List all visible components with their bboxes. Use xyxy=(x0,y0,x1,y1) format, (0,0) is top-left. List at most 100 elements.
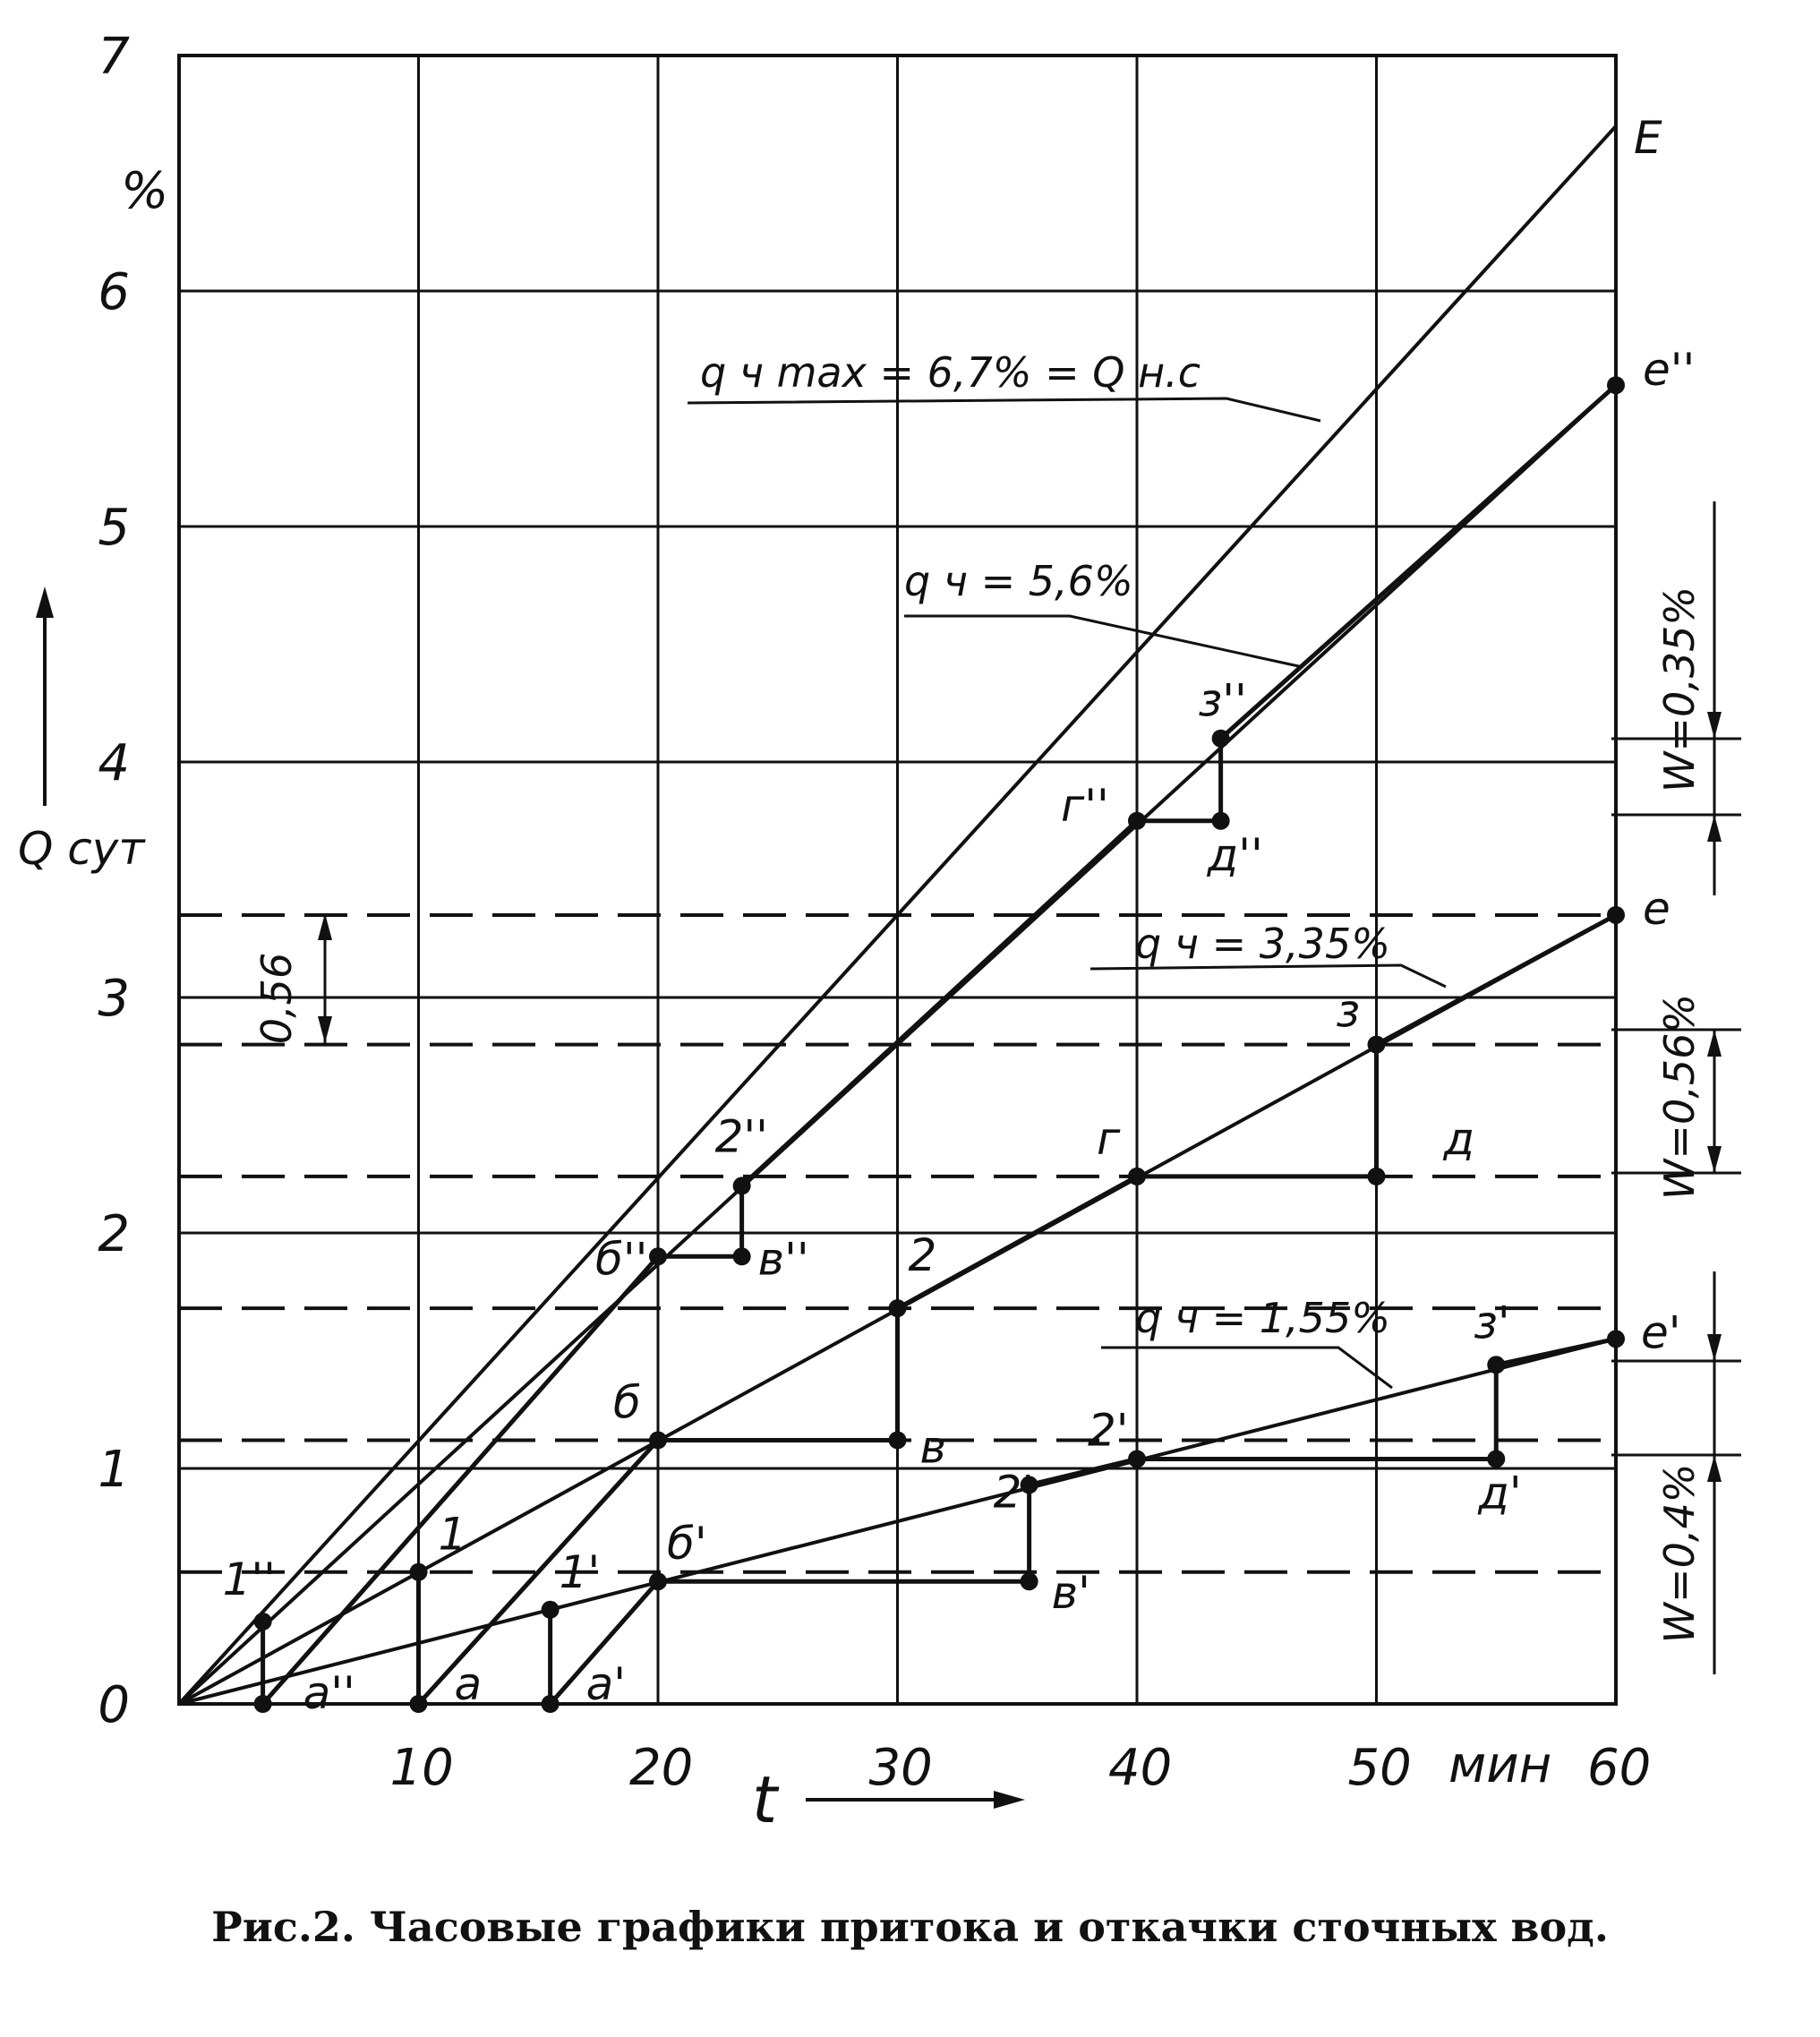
data-point xyxy=(649,1572,667,1591)
x-tick-label: 60 xyxy=(1587,1739,1651,1797)
y-tick-label: 7 xyxy=(98,28,130,86)
y-tick-label: 3 xyxy=(98,970,130,1028)
point-label: 2' xyxy=(1088,1404,1129,1456)
pumping-line xyxy=(548,1336,1617,1707)
point-label: 2'' xyxy=(715,1110,768,1162)
x-axis-label: t xyxy=(752,1762,780,1837)
point-label: 2 xyxy=(909,1229,937,1281)
data-point xyxy=(1128,811,1146,830)
point-label: 1 xyxy=(439,1509,467,1561)
data-point xyxy=(1367,1167,1386,1185)
x-tick-label: 40 xyxy=(1108,1739,1172,1797)
data-point xyxy=(732,1177,751,1195)
data-point xyxy=(888,1299,907,1318)
points-layer xyxy=(253,376,1625,1713)
data-point xyxy=(649,1431,667,1450)
x-tick-label: 50 xyxy=(1348,1739,1412,1797)
data-point xyxy=(1211,729,1230,748)
annotation-w056: W=0,56% xyxy=(1655,994,1704,1200)
data-point xyxy=(253,1695,272,1713)
data-point xyxy=(1128,1167,1146,1185)
data-point xyxy=(1607,1330,1625,1348)
annotation-w035: W=0,35% xyxy=(1655,586,1704,792)
annotation-w04: W=0,4% xyxy=(1655,1464,1704,1644)
x-arrow-head xyxy=(994,1791,1025,1809)
dim-w04-arrow-top xyxy=(1707,1334,1722,1361)
data-point xyxy=(1487,1356,1506,1374)
point-label: е' xyxy=(1641,1306,1681,1358)
point-label: з xyxy=(1337,986,1361,1038)
leader-q56 xyxy=(904,614,1303,669)
point-label: д' xyxy=(1477,1467,1521,1519)
point-label: б' xyxy=(667,1518,707,1570)
point-label: б xyxy=(613,1376,641,1428)
data-point xyxy=(1020,1476,1038,1494)
point-label: д'' xyxy=(1207,829,1263,881)
leader-q155 xyxy=(1101,1346,1393,1390)
y-arrow-head xyxy=(36,586,54,618)
y-axis-label: Q сут xyxy=(18,823,146,875)
point-label: е'' xyxy=(1643,344,1695,396)
point-label: з'' xyxy=(1199,675,1247,727)
annotation-q155: q ч = 1,55% xyxy=(1135,1294,1390,1342)
y-tick-label: 4 xyxy=(98,734,130,792)
chart: Eе'' з'' г'' д'' е з г д 2'' б'' в'' 2 б в з' е' 2' д' 2' в… xyxy=(18,28,1741,1837)
dim-w035-arrow-top xyxy=(1707,712,1722,739)
point-label: 1' xyxy=(560,1546,601,1598)
data-point xyxy=(1020,1572,1038,1591)
point-label: г'' xyxy=(1061,780,1109,832)
point-label: 1'' xyxy=(223,1553,276,1605)
y-unit-label: % xyxy=(121,162,168,220)
point-label: 2' xyxy=(994,1466,1035,1518)
data-point xyxy=(1128,1450,1146,1468)
point-label: а' xyxy=(586,1658,626,1710)
leader-q335 xyxy=(1089,963,1447,989)
point-label: д xyxy=(1443,1113,1475,1165)
series-line xyxy=(177,124,1618,1706)
y-tick-label: 0 xyxy=(98,1676,130,1734)
data-point xyxy=(1367,1035,1386,1054)
data-point xyxy=(1607,376,1625,395)
leader-qmax xyxy=(687,397,1321,423)
point-label: а xyxy=(455,1658,483,1710)
data-point xyxy=(1607,905,1625,924)
annotation-q56: q ч = 5,6% xyxy=(904,557,1133,605)
dim-d056-arrow-bottom xyxy=(318,1016,332,1043)
x-tick-label: 30 xyxy=(869,1739,933,1797)
annotation-q335: q ч = 3,35% xyxy=(1135,920,1390,968)
data-point xyxy=(409,1695,428,1713)
point-label: в'' xyxy=(758,1233,809,1285)
point-label: б'' xyxy=(595,1233,647,1285)
dim-w04-arrow-bottom xyxy=(1707,1455,1722,1482)
point-label: а'' xyxy=(303,1667,355,1719)
x-tick-label: 20 xyxy=(629,1739,693,1797)
data-point xyxy=(1487,1450,1506,1468)
data-point xyxy=(541,1600,560,1619)
data-point xyxy=(732,1247,751,1266)
point-label: в' xyxy=(1052,1567,1090,1619)
y-tick-label: 5 xyxy=(98,499,130,557)
dim-w056-arrow-top xyxy=(1707,1030,1722,1057)
y-tick-label: 6 xyxy=(98,263,130,321)
dim-w035-arrow-bottom xyxy=(1707,815,1722,842)
data-point xyxy=(253,1612,272,1630)
annotation-d056: 0,56 xyxy=(252,953,301,1044)
figure-caption: Рис.2. Часовые графики притока и откачки… xyxy=(211,1903,1609,1951)
point-label: е xyxy=(1643,883,1670,935)
data-point xyxy=(888,1431,907,1450)
point-label: E xyxy=(1634,112,1662,164)
data-point xyxy=(409,1562,428,1581)
x-unit-label: мин xyxy=(1448,1736,1551,1794)
data-point xyxy=(649,1247,667,1266)
point-label: в xyxy=(920,1421,946,1473)
point-label: г xyxy=(1097,1113,1121,1165)
data-point xyxy=(541,1695,560,1713)
x-tick-label: 10 xyxy=(390,1739,454,1797)
point-label: з' xyxy=(1474,1297,1509,1348)
dim-w056-arrow-bottom xyxy=(1707,1146,1722,1173)
data-point xyxy=(1211,811,1230,830)
y-tick-label: 2 xyxy=(98,1205,130,1263)
tick-labels: 10 20 30 40 50 60 0 1 2 3 4 5 6 7 xyxy=(98,28,1651,1797)
annotation-qmax: q ч max = 6,7% = Q н.с xyxy=(700,348,1201,397)
